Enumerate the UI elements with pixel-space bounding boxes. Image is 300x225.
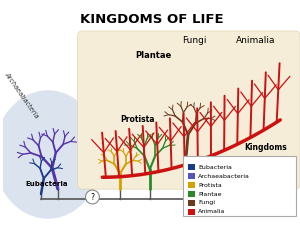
Text: Protista: Protista xyxy=(120,115,154,124)
Text: Fungi: Fungi xyxy=(182,36,206,45)
Text: Animalia: Animalia xyxy=(236,36,275,45)
Ellipse shape xyxy=(0,90,102,219)
Text: Eubacteria: Eubacteria xyxy=(198,165,232,170)
Text: Protista: Protista xyxy=(198,183,222,188)
Text: Archaeabacteria: Archaeabacteria xyxy=(3,71,39,119)
Text: Kingdoms: Kingdoms xyxy=(244,143,287,152)
FancyBboxPatch shape xyxy=(183,156,296,216)
Bar xyxy=(188,191,195,197)
FancyBboxPatch shape xyxy=(78,31,300,189)
Bar xyxy=(188,200,195,206)
Text: ?: ? xyxy=(90,193,94,202)
Bar xyxy=(188,164,195,170)
Circle shape xyxy=(85,190,99,204)
Text: KINGDOMS OF LIFE: KINGDOMS OF LIFE xyxy=(80,13,224,26)
Bar xyxy=(188,209,195,215)
Bar xyxy=(188,182,195,188)
Text: Plantae: Plantae xyxy=(135,51,171,60)
Text: Fungi: Fungi xyxy=(198,200,215,205)
Text: Plantae: Plantae xyxy=(198,191,222,197)
Bar xyxy=(188,173,195,179)
Text: Animalia: Animalia xyxy=(198,209,226,214)
Text: Archaeabacteria: Archaeabacteria xyxy=(198,174,250,179)
Text: Eubacteria: Eubacteria xyxy=(25,181,68,187)
